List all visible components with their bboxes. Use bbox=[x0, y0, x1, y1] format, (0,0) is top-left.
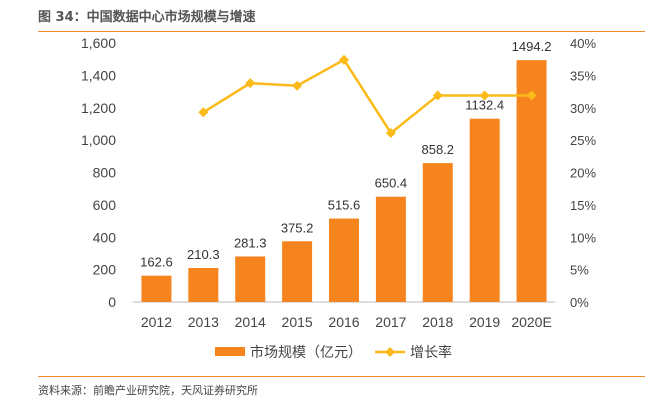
x-tick-label: 2017 bbox=[375, 314, 406, 330]
figure-title: 图 34：中国数据中心市场规模与增速 bbox=[38, 10, 256, 25]
y-right-tick-label: 35% bbox=[570, 68, 596, 83]
growth-line bbox=[202, 58, 532, 135]
source-rule bbox=[38, 376, 645, 377]
y-left-tick-label: 1,000 bbox=[81, 132, 116, 148]
growth-point bbox=[479, 90, 490, 101]
y-right-tick-label: 15% bbox=[570, 198, 596, 213]
x-tick-label: 2020E bbox=[511, 314, 551, 330]
bar-data-label: 162.6 bbox=[140, 255, 173, 270]
x-tick-label: 2018 bbox=[422, 314, 453, 330]
y-right-tick-label: 20% bbox=[570, 166, 596, 181]
source-note: 资料来源：前瞻产业研究院，天风证券研究所 bbox=[38, 384, 258, 397]
legend-line-label: 增长率 bbox=[410, 344, 452, 360]
bar bbox=[235, 256, 266, 302]
x-tick-label: 2013 bbox=[188, 314, 219, 330]
x-tick-label: 2019 bbox=[469, 314, 500, 330]
x-tick-label: 2014 bbox=[235, 314, 266, 330]
growth-point bbox=[292, 80, 303, 91]
bar-data-label: 375.2 bbox=[281, 220, 314, 235]
bar bbox=[282, 241, 313, 302]
bar-data-label: 858.2 bbox=[422, 142, 455, 157]
bar bbox=[188, 267, 219, 302]
bar-data-label: 515.6 bbox=[328, 198, 361, 213]
growth-point bbox=[198, 107, 209, 118]
growth-point bbox=[432, 90, 443, 101]
y-left-tick-label: 1,400 bbox=[81, 67, 116, 83]
y-left-tick-label: 0 bbox=[108, 294, 116, 310]
bar-data-label: 1132.4 bbox=[465, 98, 504, 113]
y-left-tick-label: 400 bbox=[93, 229, 117, 245]
bar bbox=[141, 275, 172, 302]
growth-point bbox=[245, 78, 256, 89]
x-tick-label: 2016 bbox=[328, 314, 359, 330]
growth-point bbox=[385, 128, 396, 139]
chart: 0 200 400 600 800 1,000 1,200 1,400 1,600 0% 5% 10%… bbox=[81, 35, 597, 360]
y-right-tick-label: 30% bbox=[570, 101, 596, 116]
bar bbox=[422, 163, 453, 302]
y-right-tick-label: 25% bbox=[570, 133, 596, 148]
y-left-tick-label: 600 bbox=[93, 197, 117, 213]
x-tick-label: 2012 bbox=[141, 314, 172, 330]
title-rule bbox=[38, 31, 645, 32]
bar bbox=[329, 218, 359, 302]
x-tick-label: 2015 bbox=[282, 314, 313, 330]
y-right-tick-label: 10% bbox=[570, 230, 596, 245]
y-right-tick-label: 40% bbox=[570, 36, 596, 51]
y-left-tick-label: 1,200 bbox=[81, 100, 116, 116]
bar bbox=[375, 196, 406, 302]
legend-line-marker bbox=[385, 347, 395, 357]
bar-data-label: 281.3 bbox=[234, 235, 267, 250]
legend-bar-swatch bbox=[215, 347, 245, 356]
growth-point bbox=[526, 90, 537, 101]
legend-bar-label: 市场规模（亿元） bbox=[250, 344, 362, 360]
y-left-tick-label: 1,600 bbox=[81, 35, 116, 51]
y-left-tick-label: 200 bbox=[93, 262, 117, 278]
growth-point bbox=[339, 54, 349, 65]
y-left-tick-label: 800 bbox=[93, 165, 117, 181]
y-right-tick-label: 5% bbox=[570, 263, 589, 278]
bar-data-label: 210.3 bbox=[187, 247, 220, 262]
bar bbox=[469, 118, 500, 302]
bar-data-label: 1494.2 bbox=[512, 39, 552, 54]
y-right-tick-label: 0% bbox=[570, 295, 589, 310]
bar-data-label: 650.4 bbox=[375, 176, 408, 191]
